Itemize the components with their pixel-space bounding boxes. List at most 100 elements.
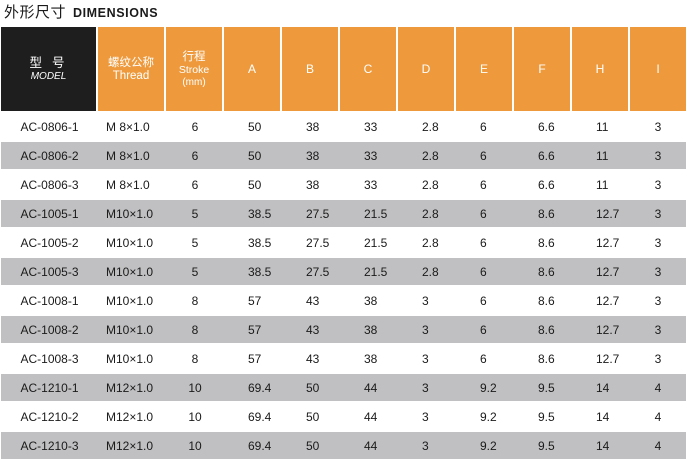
table-row: AC-1008-1 M10×1.0 8 57 43 38 3 6 8.6 12.…: [1, 285, 686, 314]
dim-a-cell: 69.4: [224, 430, 282, 459]
dim-f-cell: 9.5: [514, 430, 572, 459]
thread-cell: M10×1.0: [98, 314, 166, 343]
stroke-cell: 5: [166, 227, 224, 256]
table-row: AC-1008-2 M10×1.0 8 57 43 38 3 6 8.6 12.…: [1, 314, 686, 343]
dim-a-cell: 69.4: [224, 372, 282, 401]
dim-b-cell: 38: [282, 111, 340, 140]
dim-e-cell: 6: [456, 169, 514, 198]
dim-h-cell: 11: [572, 169, 630, 198]
dim-i-cell: 3: [630, 343, 686, 372]
dim-i-cell: 3: [630, 140, 686, 169]
table-row: AC-1005-2 M10×1.0 5 38.5 27.5 21.5 2.8 6…: [1, 227, 686, 256]
dim-header-i: I: [630, 27, 686, 111]
dim-c-cell: 44: [340, 401, 398, 430]
model-header: 型 号 MODEL: [1, 27, 98, 111]
dim-d-cell: 3: [398, 430, 456, 459]
header-row: 型 号 MODEL 螺纹公称 Thread 行程 Stroke (mm) A B…: [1, 27, 686, 111]
dim-f-cell: 8.6: [514, 343, 572, 372]
dim-f-cell: 9.5: [514, 401, 572, 430]
dim-a-cell: 50: [224, 140, 282, 169]
dim-i-cell: 4: [630, 430, 686, 459]
model-cell: AC-0806-3: [1, 169, 98, 198]
dim-e-cell: 6: [456, 256, 514, 285]
table-row: AC-1210-1 M12×1.0 10 69.4 50 44 3 9.2 9.…: [1, 372, 686, 401]
dim-f-cell: 8.6: [514, 227, 572, 256]
page-title: 外形尺寸 DIMENSIONS: [4, 1, 158, 22]
dim-e-cell: 9.2: [456, 372, 514, 401]
dim-b-cell: 27.5: [282, 198, 340, 227]
dim-e-cell: 6: [456, 111, 514, 140]
dim-f-cell: 8.6: [514, 285, 572, 314]
dim-d-cell: 3: [398, 372, 456, 401]
dim-h-cell: 12.7: [572, 343, 630, 372]
dim-f-cell: 9.5: [514, 372, 572, 401]
stroke-cell: 6: [166, 111, 224, 140]
dim-h-cell: 12.7: [572, 285, 630, 314]
model-cell: AC-1005-3: [1, 256, 98, 285]
dim-i-cell: 3: [630, 256, 686, 285]
dim-i-cell: 3: [630, 111, 686, 140]
dim-i-cell: 3: [630, 314, 686, 343]
model-cell: AC-1210-2: [1, 401, 98, 430]
dim-b-cell: 27.5: [282, 256, 340, 285]
dim-c-cell: 21.5: [340, 256, 398, 285]
dim-header-c: C: [340, 27, 398, 111]
dim-c-cell: 21.5: [340, 198, 398, 227]
dim-h-cell: 14: [572, 430, 630, 459]
dim-i-cell: 3: [630, 227, 686, 256]
dim-h-cell: 14: [572, 401, 630, 430]
dim-c-cell: 33: [340, 140, 398, 169]
dim-i-cell: 4: [630, 401, 686, 430]
dim-e-cell: 6: [456, 343, 514, 372]
dim-e-cell: 9.2: [456, 401, 514, 430]
thread-cell: M 8×1.0: [98, 140, 166, 169]
dim-c-cell: 44: [340, 430, 398, 459]
table-row: AC-1005-3 M10×1.0 5 38.5 27.5 21.5 2.8 6…: [1, 256, 686, 285]
thread-cell: M10×1.0: [98, 198, 166, 227]
model-header-en: MODEL: [30, 71, 67, 82]
dim-c-cell: 21.5: [340, 227, 398, 256]
model-cell: AC-1210-3: [1, 430, 98, 459]
dim-d-cell: 2.8: [398, 169, 456, 198]
dim-header-h: H: [572, 27, 630, 111]
model-cell: AC-0806-2: [1, 140, 98, 169]
dim-f-cell: 6.6: [514, 140, 572, 169]
dim-b-cell: 38: [282, 140, 340, 169]
stroke-cell: 8: [166, 314, 224, 343]
dim-a-cell: 50: [224, 169, 282, 198]
title-cn: 外形尺寸: [4, 3, 67, 21]
table-row: AC-1210-3 M12×1.0 10 69.4 50 44 3 9.2 9.…: [1, 430, 686, 459]
dim-d-cell: 3: [398, 343, 456, 372]
stroke-cell: 6: [166, 169, 224, 198]
dim-d-cell: 2.8: [398, 227, 456, 256]
model-cell: AC-1008-2: [1, 314, 98, 343]
stroke-header: 行程 Stroke (mm): [166, 27, 224, 111]
dim-c-cell: 33: [340, 111, 398, 140]
dim-b-cell: 50: [282, 401, 340, 430]
dim-header-f: F: [514, 27, 572, 111]
thread-cell: M12×1.0: [98, 372, 166, 401]
model-header-cn: 型 号: [29, 55, 68, 70]
stroke-cell: 10: [166, 401, 224, 430]
model-cell: AC-1008-1: [1, 285, 98, 314]
model-cell: AC-0806-1: [1, 111, 98, 140]
dim-h-cell: 12.7: [572, 256, 630, 285]
dim-a-cell: 57: [224, 343, 282, 372]
stroke-cell: 5: [166, 256, 224, 285]
dim-e-cell: 9.2: [456, 430, 514, 459]
model-cell: AC-1210-1: [1, 372, 98, 401]
stroke-cell: 5: [166, 198, 224, 227]
thread-cell: M 8×1.0: [98, 169, 166, 198]
dim-c-cell: 38: [340, 343, 398, 372]
dim-i-cell: 3: [630, 198, 686, 227]
dim-header-e: E: [456, 27, 514, 111]
dimensions-table: 型 号 MODEL 螺纹公称 Thread 行程 Stroke (mm) A B…: [1, 27, 686, 459]
dim-c-cell: 38: [340, 314, 398, 343]
title-en: DIMENSIONS: [72, 6, 159, 20]
dim-e-cell: 6: [456, 227, 514, 256]
dim-d-cell: 2.8: [398, 256, 456, 285]
dim-a-cell: 57: [224, 285, 282, 314]
stroke-cell: 10: [166, 430, 224, 459]
thread-cell: M 8×1.0: [98, 111, 166, 140]
dim-b-cell: 43: [282, 314, 340, 343]
